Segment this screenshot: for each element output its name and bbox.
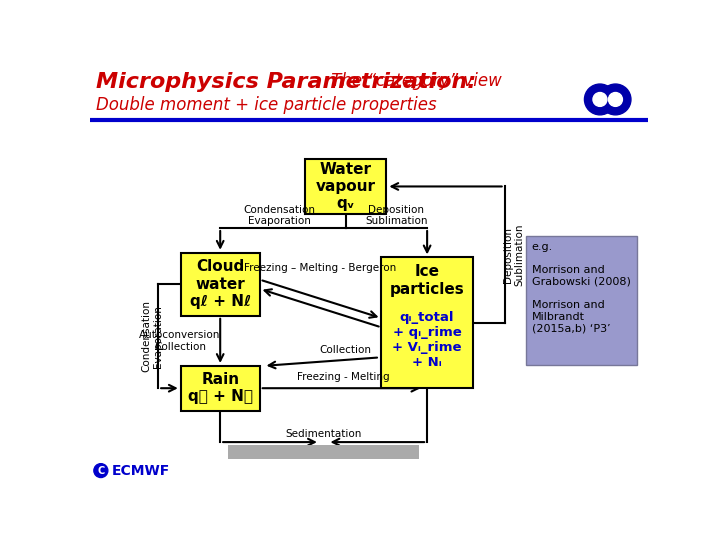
Text: C: C — [97, 465, 104, 476]
Text: Condensation
Evaporation: Condensation Evaporation — [141, 300, 163, 372]
Text: Freezing - Melting: Freezing - Melting — [297, 372, 390, 382]
FancyBboxPatch shape — [382, 257, 473, 388]
Text: Deposition
Sublimation: Deposition Sublimation — [365, 205, 428, 226]
Text: ECMWF: ECMWF — [112, 463, 170, 477]
FancyBboxPatch shape — [228, 445, 419, 459]
Text: Condensation
Evaporation: Condensation Evaporation — [244, 205, 316, 226]
FancyBboxPatch shape — [526, 236, 637, 365]
Text: Ice
particles: Ice particles — [390, 264, 464, 296]
Circle shape — [94, 464, 108, 477]
Circle shape — [585, 84, 616, 115]
FancyBboxPatch shape — [181, 253, 260, 316]
Text: Double moment + ice particle properties: Double moment + ice particle properties — [96, 96, 437, 113]
Text: Autoconversion
Collection: Autoconversion Collection — [139, 330, 220, 352]
Text: qᵢ_total
+ qᵢ_rime
+ Vᵢ_rime
+ Nᵢ: qᵢ_total + qᵢ_rime + Vᵢ_rime + Nᵢ — [392, 310, 462, 369]
Circle shape — [608, 92, 622, 106]
Text: The “category” view: The “category” view — [326, 72, 502, 91]
FancyBboxPatch shape — [181, 366, 260, 410]
Text: Rain
qᱟ + Nᱟ: Rain qᱟ + Nᱟ — [188, 372, 253, 404]
Circle shape — [600, 84, 631, 115]
Text: Freezing – Melting - Bergeron: Freezing – Melting - Bergeron — [244, 264, 397, 273]
Text: Sedimentation: Sedimentation — [285, 429, 362, 439]
Text: Collection: Collection — [320, 345, 372, 355]
Text: Cloud
water
qℓ + Nℓ: Cloud water qℓ + Nℓ — [189, 259, 251, 309]
FancyBboxPatch shape — [305, 159, 387, 214]
Text: Microphysics Parametrization:: Microphysics Parametrization: — [96, 72, 477, 92]
Text: Water
vapour
qᵥ: Water vapour qᵥ — [316, 161, 376, 211]
Circle shape — [593, 92, 607, 106]
Text: Deposition
Sublimation: Deposition Sublimation — [503, 224, 525, 286]
Text: e.g.

Morrison and
Grabowski (2008)

Morrison and
Milbrandt
(2015a,b) ‘P3’: e.g. Morrison and Grabowski (2008) Morri… — [532, 242, 631, 333]
